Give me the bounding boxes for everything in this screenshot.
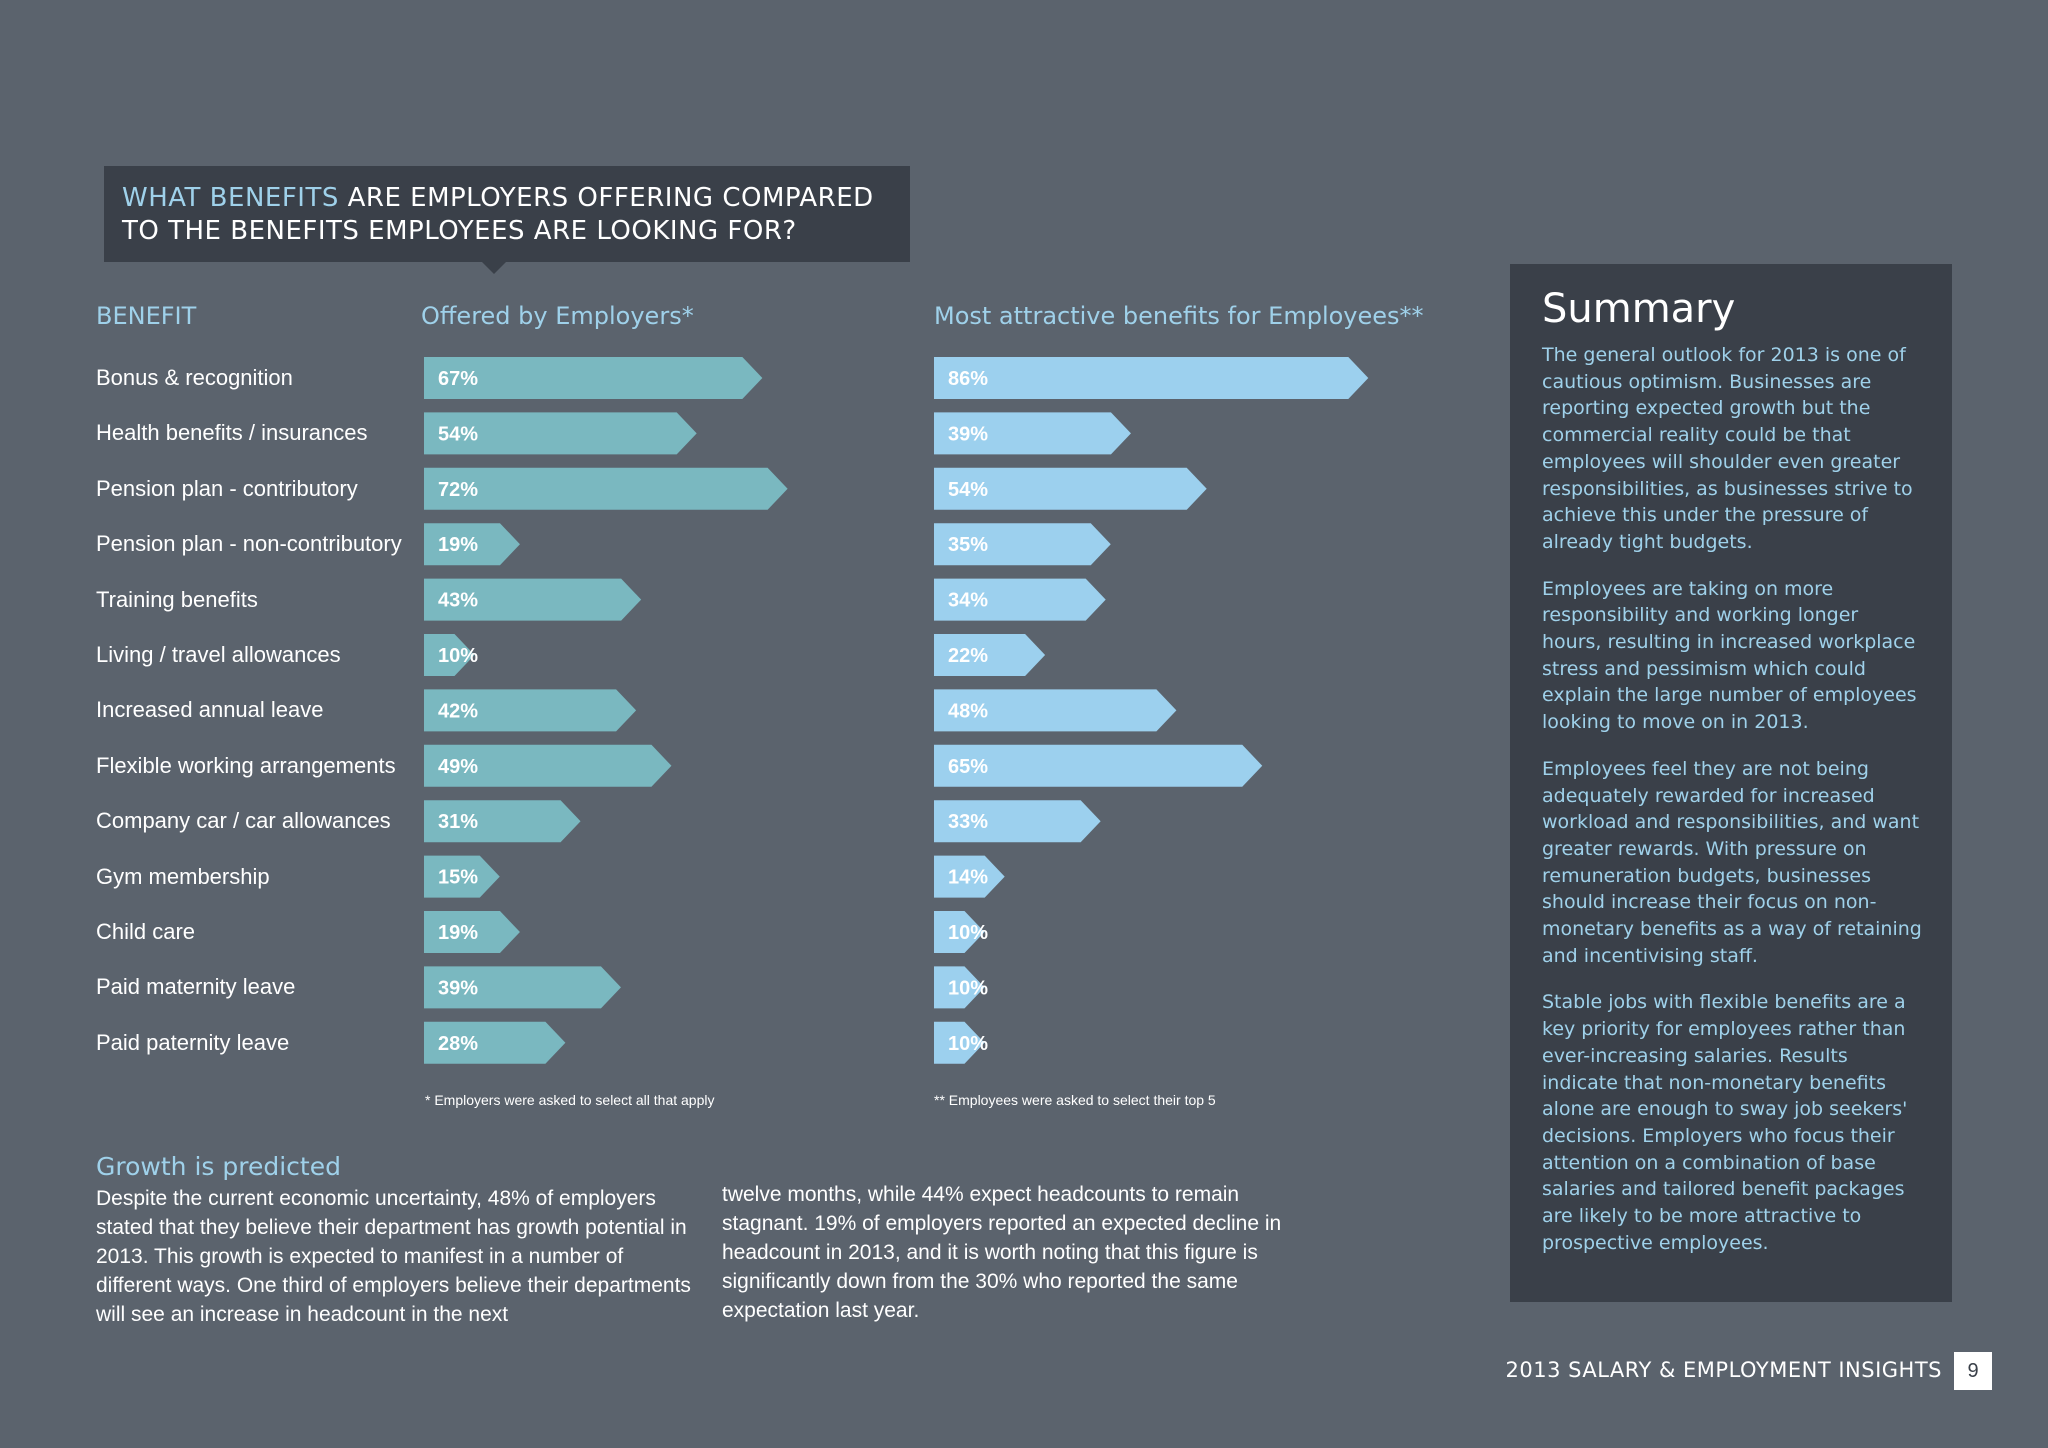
employees-bar xyxy=(934,800,1101,843)
employers-bar-value-label: 28% xyxy=(438,1033,478,1055)
employers-footnote: * Employers were asked to select all tha… xyxy=(425,1092,715,1108)
employees-bar-value-label: 54% xyxy=(948,479,988,501)
employees-bar xyxy=(934,467,1207,510)
employers-bar-value-label: 43% xyxy=(438,590,478,612)
employers-bar xyxy=(424,1021,566,1064)
benefit-label: Bonus & recognition xyxy=(96,365,293,390)
employers-bar xyxy=(424,634,475,676)
employers-bar-value-label: 54% xyxy=(438,423,478,445)
employers-bar xyxy=(424,800,581,843)
employees-bar xyxy=(934,412,1131,455)
benefit-column-header: BENEFIT xyxy=(96,302,197,330)
employees-bar xyxy=(934,911,985,953)
benefit-label: Health benefits / insurances xyxy=(96,420,368,446)
employers-bar-value-label: 67% xyxy=(438,368,478,390)
employers-bar xyxy=(424,523,520,566)
employees-bar xyxy=(934,357,1369,399)
employers-bar-value-label: 15% xyxy=(438,867,478,889)
employers-bar xyxy=(424,855,500,898)
employers-bar-value-label: 42% xyxy=(438,700,478,722)
chart-title-box: WHAT BENEFITS ARE EMPLOYERS OFFERING COM… xyxy=(104,166,910,274)
benefit-label: Pension plan - contributory xyxy=(96,475,358,501)
employees-bar xyxy=(934,578,1106,621)
employees-bar-value-label: 10% xyxy=(948,977,988,999)
employers-bar xyxy=(424,467,788,510)
benefit-label: Paid paternity leave xyxy=(96,1029,290,1055)
summary-panel: Summary The general outlook for 2013 is … xyxy=(1510,264,1952,1302)
growth-title: Growth is predicted xyxy=(96,1152,341,1181)
employers-bar xyxy=(424,578,642,621)
summary-paragraph-2: Employees are taking on more responsibil… xyxy=(1542,577,1917,734)
employees-bar-value-label: 22% xyxy=(948,645,988,667)
summary-paragraph-1: The general outlook for 2013 is one of c… xyxy=(1542,344,1913,553)
employers-bar xyxy=(424,911,520,953)
benefit-label: Gym membership xyxy=(96,863,270,889)
employees-bar-value-label: 34% xyxy=(948,590,988,612)
employees-bar-value-label: 14% xyxy=(948,867,988,889)
employees-bar xyxy=(934,744,1263,787)
benefit-label: Increased annual leave xyxy=(96,697,324,723)
benefit-label: Paid maternity leave xyxy=(96,974,296,1000)
benefit-label: Child care xyxy=(96,919,196,944)
employers-bar xyxy=(424,689,637,732)
employees-bar xyxy=(934,1021,985,1064)
employers-bar-value-label: 19% xyxy=(438,922,478,944)
employees-bar xyxy=(934,634,1046,676)
growth-paragraph-2: twelve months, while 44% expect headcoun… xyxy=(722,1183,1282,1322)
chart-title-line-1: WHAT BENEFITS ARE EMPLOYERS OFFERING COM… xyxy=(122,182,892,215)
employees-bar xyxy=(934,855,1005,898)
summary-title: Summary xyxy=(1542,286,1736,332)
benefit-label: Training benefits xyxy=(96,586,258,612)
chart-title-accent: WHAT BENEFITS xyxy=(122,183,339,213)
employees-footnote: ** Employees were asked to select their … xyxy=(934,1092,1216,1108)
growth-paragraph-1: Despite the current economic uncertainty… xyxy=(96,1187,691,1326)
employers-bar-value-label: 31% xyxy=(438,811,478,833)
employees-bar-value-label: 10% xyxy=(948,1033,988,1055)
employees-bar-value-label: 39% xyxy=(948,423,988,445)
employers-bar xyxy=(424,966,621,1009)
chart-title-rest: ARE EMPLOYERS OFFERING COMPARED xyxy=(338,183,874,213)
benefit-label: Pension plan - non-contributory xyxy=(96,531,402,557)
employers-bar-value-label: 49% xyxy=(438,756,478,778)
employees-bar xyxy=(934,966,985,1009)
employees-bar-value-label: 48% xyxy=(948,700,988,722)
employees-bar xyxy=(934,689,1177,732)
employees-bar xyxy=(934,523,1111,566)
employers-bar-value-label: 39% xyxy=(438,977,478,999)
employers-bar-value-label: 19% xyxy=(438,534,478,556)
employers-bar xyxy=(424,412,697,455)
employers-column-header: Offered by Employers* xyxy=(421,302,694,330)
employees-bar-value-label: 33% xyxy=(948,811,988,833)
benefit-label: Company car / car allowances xyxy=(96,808,391,834)
employees-column-header: Most attractive benefits for Employees** xyxy=(934,302,1424,330)
page-number: 9 xyxy=(1954,1352,1992,1390)
summary-paragraph-3: Employees feel they are not being adequa… xyxy=(1542,757,1922,967)
employees-bar-value-label: 65% xyxy=(948,756,988,778)
employees-bar-value-label: 10% xyxy=(948,922,988,944)
employers-bar-value-label: 10% xyxy=(438,645,478,667)
employees-bar-value-label: 35% xyxy=(948,534,988,556)
employers-bar xyxy=(424,744,672,787)
chart-title-line-2: TO THE BENEFITS EMPLOYEES ARE LOOKING FO… xyxy=(122,216,797,246)
summary-paragraph-4: Stable jobs with flexible benefits are a… xyxy=(1542,991,1908,1254)
benefit-label: Living / travel allowances xyxy=(96,642,341,667)
footer-title: 2013 SALARY & EMPLOYMENT INSIGHTS xyxy=(1505,1358,1942,1382)
employers-bar xyxy=(424,357,763,399)
employers-bar-value-label: 72% xyxy=(438,479,478,501)
benefit-label: Flexible working arrangements xyxy=(96,752,396,778)
employees-bar-value-label: 86% xyxy=(948,368,988,390)
